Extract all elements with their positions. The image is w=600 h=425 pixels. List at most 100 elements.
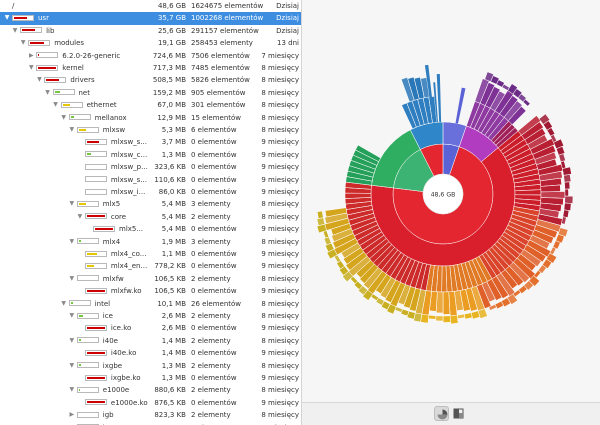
ring-segment[interactable]	[428, 314, 437, 320]
tree-row[interactable]: ▶ igb 823,3 KB 2 elementy 8 miesięcy	[0, 409, 301, 421]
ring-segment[interactable]	[464, 312, 473, 320]
ring-chart[interactable]: 48,6 GB	[302, 0, 600, 400]
ring-segment[interactable]	[442, 291, 451, 315]
ring-segment[interactable]	[316, 210, 324, 219]
usage-bar-fill	[86, 326, 105, 329]
treemap-view-button[interactable]	[451, 406, 466, 421]
chevron-right-icon[interactable]: ▶	[69, 411, 75, 419]
ring-segment[interactable]	[564, 195, 574, 204]
chevron-down-icon[interactable]: ▼	[12, 26, 18, 34]
ring-segment[interactable]	[420, 77, 430, 99]
ring-segment[interactable]	[436, 74, 442, 123]
tree-row[interactable]: ▼ net 159,2 MB 905 elementów 8 miesięcy	[0, 87, 301, 99]
ring-chart-view-button[interactable]	[434, 406, 449, 421]
chevron-right-icon[interactable]: ▶	[28, 51, 34, 59]
folder-tree[interactable]: / 48,6 GB 1624675 elementów Dzisiaj ▼ usr 35,7…	[0, 0, 301, 425]
ring-segment[interactable]	[558, 153, 566, 163]
chevron-down-icon[interactable]: ▼	[69, 336, 75, 344]
ring-segment[interactable]	[355, 144, 381, 162]
chevron-down-icon[interactable]: ▼	[69, 200, 75, 208]
tree-row[interactable]: ▼ mlxfw 106,5 KB 2 elementy 8 miesięcy	[0, 273, 301, 285]
tree-row[interactable]: ▼ mlxsw 5,3 MB 6 elementów 8 miesięcy	[0, 124, 301, 136]
tree-row[interactable]: mlx4_co... 1,1 MB 0 elementów 9 miesięcy	[0, 248, 301, 260]
tree-row[interactable]: ▼ lib 25,6 GB 291157 elementów Dzisiaj	[0, 25, 301, 37]
tree-row[interactable]: ▼ ixgbe 1,3 MB 2 elementy 8 miesięcy	[0, 360, 301, 372]
chevron-down-icon[interactable]: ▼	[61, 299, 66, 307]
tree-row[interactable]: mlxsw_p... 323,6 KB 0 elementów 9 miesięcy	[0, 161, 301, 173]
ring-segment[interactable]	[562, 209, 570, 218]
chevron-down-icon[interactable]: ▼	[61, 113, 66, 121]
chevron-down-icon[interactable]: ▼	[69, 274, 75, 282]
tree-row[interactable]: mlx4_en... 778,2 KB 0 elementów 9 miesięcy	[0, 260, 301, 272]
tree-row[interactable]: ice.ko 2,6 MB 0 elementów 9 miesięcy	[0, 322, 301, 334]
ring-segment[interactable]	[522, 98, 531, 107]
tree-row[interactable]: ▼ mlx4 1,9 MB 3 elementy 8 miesięcy	[0, 236, 301, 248]
ring-segment[interactable]	[561, 216, 567, 225]
tree-row[interactable]: ▶ 6.2.0-26-generic 724,6 MB 7506 elementów 7…	[0, 50, 301, 62]
ring-segment[interactable]	[564, 181, 571, 190]
chevron-down-icon[interactable]: ▼	[28, 64, 34, 71]
ring-segment[interactable]	[562, 166, 572, 176]
ring-segment[interactable]	[564, 188, 569, 197]
tree-row[interactable]: mlxsw_s... 3,7 MB 0 elementów 9 miesięcy	[0, 136, 301, 148]
chevron-down-icon[interactable]: ▼	[45, 88, 50, 96]
ring-segment[interactable]	[441, 265, 448, 293]
tree-row[interactable]: ▼ core 5,4 MB 2 elementy 8 miesięcy	[0, 211, 301, 223]
tree-row[interactable]: i40e.ko 1,4 MB 0 elementów 9 miesięcy	[0, 347, 301, 359]
chevron-down-icon[interactable]: ▼	[77, 212, 83, 220]
chevron-down-icon[interactable]: ▼	[69, 361, 75, 369]
chevron-down-icon[interactable]: ▼	[69, 312, 75, 319]
ring-segment[interactable]	[449, 314, 459, 325]
chevron-down-icon[interactable]: ▼	[4, 14, 10, 22]
tree-row[interactable]: ▼ intel 10,1 MB 26 elementów 8 miesięcy	[0, 298, 301, 310]
ring-segment[interactable]	[488, 304, 497, 311]
ring-segment[interactable]	[324, 207, 348, 218]
tree-row[interactable]: ▼ drivers 508,5 MB 5826 elementów 8 miesięcy	[0, 74, 301, 86]
ring-segment[interactable]	[563, 202, 572, 211]
tree-row[interactable]: ▼ i40e 1,4 MB 2 elementy 8 miesięcy	[0, 335, 301, 347]
chevron-down-icon[interactable]: ▼	[37, 76, 42, 84]
ring-center[interactable]	[422, 173, 464, 215]
ring-segment[interactable]	[540, 184, 561, 193]
ring-segment[interactable]	[563, 174, 572, 183]
tree-row[interactable]: e1000e.ko 876,5 KB 0 elementów 9 miesięcy	[0, 397, 301, 409]
tree-row[interactable]: ixgbe.ko 1,3 MB 0 elementów 9 miesięcy	[0, 372, 301, 384]
ring-segment[interactable]	[344, 192, 372, 199]
tree-row[interactable]: mlxsw_c... 1,3 MB 0 elementów 9 miesięcy	[0, 149, 301, 161]
ring-segment[interactable]	[540, 191, 566, 199]
tree-row[interactable]: ▼ usr 35,7 GB 1002268 elementów Dzisiaj	[0, 12, 301, 25]
ring-segment[interactable]	[424, 64, 435, 123]
item-count: 1002268 elementów	[191, 14, 264, 23]
ring-segment[interactable]	[455, 87, 466, 124]
tree-row[interactable]: / 48,6 GB 1624675 elementów Dzisiaj	[0, 0, 301, 12]
chevron-down-icon[interactable]: ▼	[69, 386, 75, 394]
ring-segment[interactable]	[456, 313, 466, 319]
chevron-down-icon[interactable]: ▼	[20, 39, 26, 47]
tree-row[interactable]: ▼ kernel 717,3 MB 7485 elementów 8 miesięcy	[0, 62, 301, 74]
tree-row[interactable]: mlxsw_s... 110,6 KB 0 elementów 9 miesięcy	[0, 174, 301, 186]
tree-row[interactable]: ▼ ethernet 67,0 MB 301 elementów 8 miesięcy	[0, 99, 301, 111]
ring-segment[interactable]	[435, 315, 444, 322]
tree-row[interactable]: ▼ mlx5 5,4 MB 3 elementy 8 miesięcy	[0, 198, 301, 210]
chevron-right-icon[interactable]: ▶	[68, 422, 76, 425]
ring-segment[interactable]	[514, 189, 542, 196]
tree-row[interactable]: ▼ modules 19,1 GB 258453 elementy 13 dni	[0, 37, 301, 49]
tree-row[interactable]: mlxfw.ko 106,5 KB 0 elementów 9 miesięcy	[0, 285, 301, 297]
ring-segment[interactable]	[442, 315, 451, 323]
ring-segment[interactable]	[470, 310, 481, 320]
ring-segment[interactable]	[507, 105, 527, 125]
tree-row[interactable]: mlx5... 5,4 MB 0 elementów 9 miesięcy	[0, 223, 301, 235]
chevron-down-icon[interactable]: ▼	[69, 237, 75, 245]
tree-row[interactable]: ▼ mellanox 12,9 MB 15 elementów 8 miesięcy	[0, 112, 301, 124]
item-modified: 9 miesięcy	[261, 225, 299, 234]
tree-row[interactable]: ▼ e1000e 880,6 KB 2 elementy 8 miesięcy	[0, 384, 301, 396]
chevron-down-icon[interactable]: ▼	[69, 126, 75, 133]
ring-segment[interactable]	[433, 82, 438, 123]
tree-row[interactable]: mlxsw_i... 86,0 KB 0 elementów 9 miesięcy	[0, 186, 301, 198]
chevron-down-icon[interactable]: ▼	[53, 101, 58, 109]
ring-segment[interactable]	[316, 217, 326, 226]
ring-segment[interactable]	[322, 230, 330, 239]
tree-row[interactable]: ▼ ice 2,6 MB 2 elementy 8 miesięcy	[0, 310, 301, 322]
pane-divider[interactable]	[301, 0, 302, 425]
